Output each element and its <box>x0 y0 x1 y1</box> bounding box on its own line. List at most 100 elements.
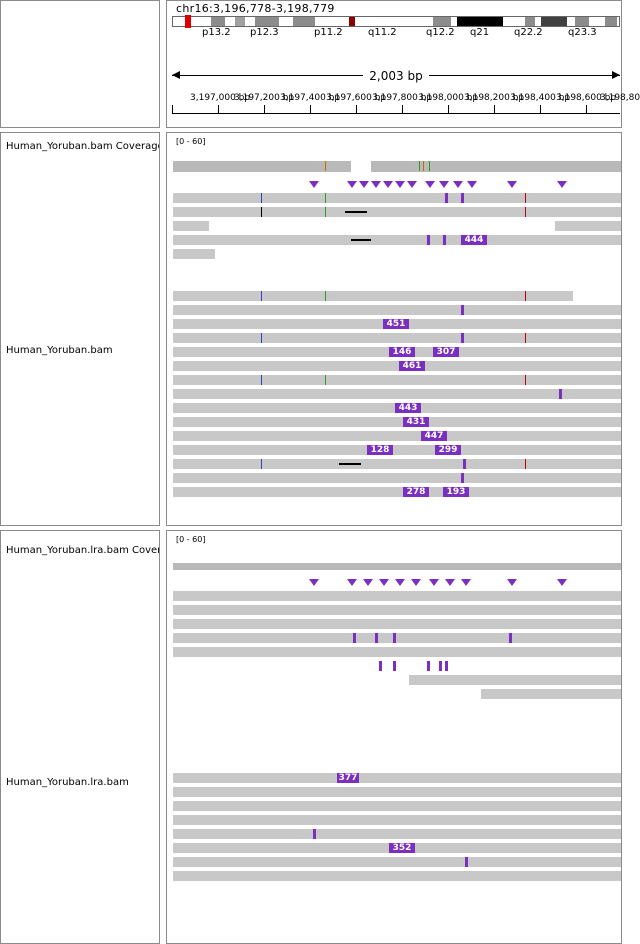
centromere <box>349 17 355 26</box>
read[interactable] <box>173 787 621 797</box>
insertion-marker-icon <box>407 181 417 188</box>
insertion-marker-icon <box>347 181 357 188</box>
tick-label: 3,198,800 bp <box>600 93 640 103</box>
read[interactable] <box>173 291 573 301</box>
read[interactable] <box>173 857 621 867</box>
tick-label: 3,197,600 bp <box>326 93 387 103</box>
read[interactable] <box>173 815 621 825</box>
insertion-marker-icon <box>507 181 517 188</box>
insertion-label[interactable]: 299 <box>435 445 461 455</box>
read[interactable] <box>173 431 621 441</box>
read[interactable] <box>173 445 621 455</box>
insertion-label[interactable]: 278 <box>403 487 429 497</box>
band-label: q22.2 <box>514 27 543 38</box>
chromosome-ideogram[interactable] <box>172 15 620 28</box>
read[interactable] <box>173 221 209 231</box>
band-label: p11.2 <box>314 27 343 38</box>
insertion-marker-icon <box>371 181 381 188</box>
insertion-marker-icon <box>411 579 421 586</box>
coverage-bar <box>173 563 621 570</box>
band-label: q21 <box>470 27 490 38</box>
insertion-marker-icon <box>445 579 455 586</box>
read[interactable] <box>173 647 621 657</box>
insertion-label[interactable]: 377 <box>337 773 359 783</box>
track2-data-panel[interactable]: [0 - 60] 377 352 <box>166 530 622 944</box>
span-label: 2,003 bp <box>363 69 429 83</box>
track2-coverage-name[interactable]: Human_Yoruban.lra.bam Coverage <box>6 545 159 556</box>
read[interactable] <box>173 473 621 483</box>
insertion-label[interactable]: 307 <box>433 347 459 357</box>
insertion-marker-icon <box>461 579 471 586</box>
insertion-marker-icon <box>453 181 463 188</box>
read[interactable] <box>173 375 621 385</box>
read[interactable] <box>173 235 621 245</box>
read[interactable] <box>173 605 621 615</box>
insertion-label[interactable]: 352 <box>389 843 415 853</box>
insertion-marker-icon <box>439 181 449 188</box>
insertion-label[interactable]: 461 <box>399 361 425 371</box>
read[interactable] <box>173 801 621 811</box>
insertion-marker-icon <box>309 181 319 188</box>
locus-label: chr16:3,196,778-3,198,779 <box>176 2 335 15</box>
insertion-label[interactable]: 444 <box>461 235 487 245</box>
read[interactable] <box>173 633 621 643</box>
insertion-marker-icon <box>557 181 567 188</box>
insertion-label[interactable]: 193 <box>443 487 469 497</box>
band-label: q12.2 <box>426 27 455 38</box>
read[interactable] <box>173 193 621 203</box>
read[interactable] <box>173 871 621 881</box>
insertion-marker-icon <box>429 579 439 586</box>
read[interactable] <box>173 389 621 399</box>
read[interactable] <box>173 305 621 315</box>
read[interactable] <box>481 689 621 699</box>
track1-name-panel: Human_Yoruban.bam Coverage Human_Yoruban… <box>0 132 160 526</box>
track2-range: [0 - 60] <box>176 535 206 544</box>
track1-coverage-name[interactable]: Human_Yoruban.bam Coverage <box>6 141 160 152</box>
insertion-marker-icon <box>395 579 405 586</box>
read[interactable] <box>173 619 621 629</box>
tick-label: 3,198,200 bp <box>464 93 525 103</box>
insertion-label[interactable]: 451 <box>383 319 409 329</box>
read[interactable] <box>173 361 621 371</box>
read[interactable] <box>173 591 621 601</box>
insertion-marker-icon <box>359 181 369 188</box>
tick-label: 3,198,400 bp <box>510 93 571 103</box>
insertion-marker-icon <box>347 579 357 586</box>
tick-label: 3,197,400 bp <box>280 93 341 103</box>
read[interactable] <box>173 773 621 783</box>
read[interactable] <box>173 829 621 839</box>
coverage-bar <box>173 161 351 172</box>
read[interactable] <box>173 487 621 497</box>
band-label: p13.2 <box>202 27 231 38</box>
insertion-marker-icon <box>379 579 389 586</box>
coverage-bar <box>371 161 621 172</box>
read[interactable] <box>555 221 621 231</box>
insertion-marker-icon <box>363 579 373 586</box>
tick-label: 3,197,000 bp <box>190 93 251 103</box>
read[interactable] <box>173 459 621 469</box>
track1-data-panel[interactable]: [0 - 60] 444 451 146 307 461 443 <box>166 132 622 526</box>
insertion-marker-icon <box>557 579 567 586</box>
track2-name[interactable]: Human_Yoruban.lra.bam <box>6 777 129 788</box>
track1-name[interactable]: Human_Yoruban.bam <box>6 345 113 356</box>
header-panel <box>0 0 160 128</box>
insertion-label[interactable]: 447 <box>421 431 447 441</box>
tick-label: 3,198,000 bp <box>418 93 479 103</box>
insertion-marker-icon <box>309 579 319 586</box>
insertion-label[interactable]: 443 <box>395 403 421 413</box>
insertion-marker-icon <box>467 181 477 188</box>
insertion-label[interactable]: 431 <box>403 417 429 427</box>
band-label: q23.3 <box>568 27 597 38</box>
read[interactable] <box>173 207 621 217</box>
insertion-marker-icon <box>383 181 393 188</box>
track1-range: [0 - 60] <box>176 137 206 146</box>
insertion-marker-icon <box>425 181 435 188</box>
band-label: p12.3 <box>250 27 279 38</box>
insertion-label[interactable]: 128 <box>367 445 393 455</box>
read[interactable] <box>409 675 621 685</box>
read[interactable] <box>173 417 621 427</box>
read[interactable] <box>173 249 215 259</box>
insertion-label[interactable]: 146 <box>389 347 415 357</box>
tick-label: 3,197,200 bp <box>234 93 295 103</box>
read[interactable] <box>173 333 621 343</box>
